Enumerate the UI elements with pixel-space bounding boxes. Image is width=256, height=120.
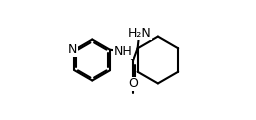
Text: N: N: [68, 43, 77, 56]
Text: NH: NH: [114, 45, 133, 58]
Text: O: O: [128, 78, 138, 90]
Text: H₂N: H₂N: [128, 27, 152, 39]
